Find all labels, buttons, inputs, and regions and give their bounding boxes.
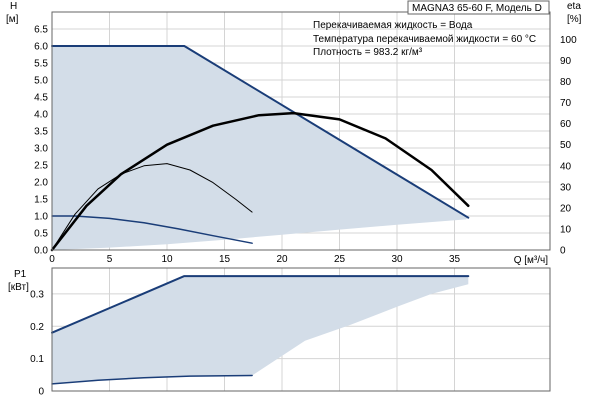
note-temperature: Температура перекачиваемой жидкости = 60… bbox=[313, 34, 536, 45]
note-fluid: Перекачиваемая жидкость = Вода bbox=[313, 20, 473, 31]
head-y2-ticks: 0 10 20 30 40 50 60 70 80 90 100 bbox=[560, 35, 577, 257]
head-panel: 0 5 10 15 20 25 30 35 0.0 0.5 1.0 1.5 2.0 2.5 3.0 3.5 4… bbox=[6, 0, 582, 266]
head-y-tick-9: 4.5 bbox=[34, 93, 48, 104]
head-x-tick-3: 15 bbox=[219, 254, 231, 265]
head-operating-area bbox=[52, 46, 469, 250]
power-y-ticks: 0 0.1 0.2 0.3 bbox=[30, 289, 44, 397]
power-panel: 0 0.1 0.2 0.3 P1 [кВт] bbox=[8, 267, 551, 398]
head-y2-tick-3: 30 bbox=[560, 182, 572, 193]
head-x-tick-2: 10 bbox=[161, 254, 173, 265]
head-y-tick-4: 2.0 bbox=[34, 178, 48, 189]
head-operating-area-shape bbox=[52, 46, 469, 250]
head-y-tick-6: 3.0 bbox=[34, 144, 48, 155]
note-density: Плотность = 983.2 кг/м³ bbox=[313, 47, 423, 58]
head-x-tick-4: 20 bbox=[276, 254, 288, 265]
power-curves bbox=[51, 275, 470, 385]
head-y2-tick-8: 80 bbox=[560, 77, 572, 88]
power-y-tick-1: 0.1 bbox=[30, 354, 44, 365]
head-x-ticks: 0 5 10 15 20 25 30 35 bbox=[49, 254, 460, 265]
chart-title: MAGNA3 65-60 F, Модель D bbox=[412, 3, 542, 14]
head-x-tick-7: 35 bbox=[449, 254, 461, 265]
head-y-tick-8: 4.0 bbox=[34, 110, 48, 121]
head-y-tick-2: 1.0 bbox=[34, 212, 48, 223]
head-y2-tick-7: 70 bbox=[560, 98, 572, 109]
power-ylabel-symbol: P1 bbox=[14, 269, 27, 280]
curve-eff_max bbox=[50, 111, 470, 252]
head-plot-frame bbox=[51, 11, 551, 251]
power-y-tick-3: 0.3 bbox=[30, 289, 44, 300]
head-y-tick-10: 5.0 bbox=[34, 76, 48, 87]
power-operating-area-shape bbox=[52, 276, 469, 384]
head-y2-tick-4: 40 bbox=[560, 161, 572, 172]
head-y-tick-0: 0.0 bbox=[34, 246, 48, 257]
head-y-tick-11: 5.5 bbox=[34, 59, 48, 70]
head-y-tick-13: 6.5 bbox=[34, 25, 48, 36]
head-xlabel: Q [м³/ч] bbox=[514, 255, 549, 266]
head-y2-tick-0: 0 bbox=[560, 246, 566, 257]
power-y-tick-2: 0.2 bbox=[30, 322, 44, 333]
head-y-ticks: 0.0 0.5 1.0 1.5 2.0 2.5 3.0 3.5 4.0 4.5 5.0 5.5 6.0 6… bbox=[34, 25, 48, 257]
head-y2-tick-5: 50 bbox=[560, 140, 572, 151]
head-x-tick-6: 30 bbox=[391, 254, 403, 265]
power-operating-area bbox=[52, 276, 469, 384]
power-y-tick-0: 0 bbox=[38, 387, 44, 398]
head-x-tick-0: 0 bbox=[49, 254, 55, 265]
head-x-tick-5: 25 bbox=[334, 254, 346, 265]
curve-min_curve bbox=[51, 215, 253, 244]
head-curves bbox=[50, 45, 470, 252]
head-y2-tick-1: 10 bbox=[560, 224, 572, 235]
head-x-tick-1: 5 bbox=[107, 254, 113, 265]
head-y-tick-5: 2.5 bbox=[34, 161, 48, 172]
curve-max_curve bbox=[51, 45, 470, 219]
curve-eff_min bbox=[51, 163, 253, 251]
head-y-tick-1: 0.5 bbox=[34, 229, 48, 240]
head-y2label-symbol: eta bbox=[567, 1, 581, 12]
head-ylabel-unit: [м] bbox=[6, 14, 19, 25]
curve-p1_max bbox=[51, 275, 470, 334]
title-box bbox=[407, 0, 550, 15]
power-ylabel-unit: [кВт] bbox=[8, 282, 29, 293]
head-y-tick-7: 3.5 bbox=[34, 127, 48, 138]
head-y2-tick-2: 20 bbox=[560, 203, 572, 214]
head-y-tick-12: 6.0 bbox=[34, 42, 48, 53]
head-y-tick-3: 1.5 bbox=[34, 195, 48, 206]
power-plot-frame bbox=[51, 267, 551, 392]
head-ylabel-symbol: H bbox=[10, 1, 17, 12]
head-y2label-unit: [%] bbox=[567, 14, 582, 25]
curve-p1_min bbox=[51, 374, 253, 385]
head-y2-tick-10: 100 bbox=[560, 35, 577, 46]
head-y2-tick-6: 60 bbox=[560, 119, 572, 130]
head-y2-tick-9: 90 bbox=[560, 56, 572, 67]
